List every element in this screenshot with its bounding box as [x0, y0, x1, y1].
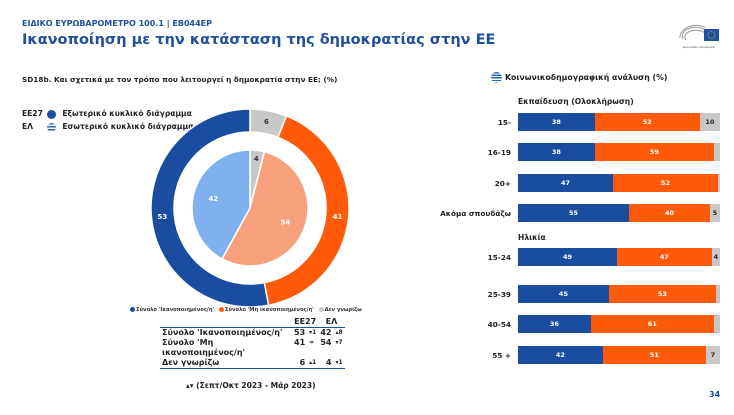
cell: 6 [299, 358, 306, 367]
summary-table: ΕΕ27 ΕΛ Σύνολο 'Ικανοποιημένος/η' 53 ▾1 42 ▴8… [160, 317, 345, 369]
slice-label: 53 [158, 213, 168, 221]
row-label: 16-19 [487, 148, 511, 157]
donut-legend: Σύνολο 'Ικανοποιημένος/η' Σύνολο 'Μη ικα… [130, 307, 362, 313]
cell: 53 [294, 328, 306, 337]
question-text: SD18b. Και σχετικά με τον τρόπο που λειτ… [22, 75, 338, 84]
slice-label: 6 [264, 118, 269, 126]
trend: ▴8 [335, 329, 343, 336]
legend-swatch [318, 307, 324, 312]
legend-eu27: ΕΕ27 Εξωτερικό κυκλικό διάγραμμα [22, 109, 192, 119]
cell: 41 [294, 338, 306, 347]
row-label: Σύνολο 'Ικανοποιημένος/η' [162, 328, 283, 337]
page-title: Ικανοποίηση με την κατάσταση της δημοκρα… [22, 32, 496, 48]
bar-segment: 49 [518, 248, 617, 266]
bar-segment: 61 [590, 315, 714, 333]
bar-segment [715, 285, 720, 303]
stacked-bar: 36 61 [518, 315, 720, 333]
stacked-bar: 42 51 7 [518, 346, 720, 364]
slice-label: 42 [208, 195, 218, 203]
bar-segment: 47 [616, 248, 712, 266]
stacked-bar: 49 47 4 [518, 248, 720, 266]
outer-slice [150, 108, 270, 308]
stacked-bar: 55 40 5 [518, 204, 720, 222]
col-header: ΕΛ [325, 317, 338, 326]
legend-label: Εσωτερικό κυκλικό διάγραμμα [62, 122, 194, 131]
legend-label: Σύνολο 'Μη ικανοποιημένος/η' [224, 307, 314, 313]
stacked-bar: 38 52 10 [518, 113, 720, 131]
row-label: 15- [497, 118, 511, 127]
trend: ▾7 [335, 339, 343, 346]
row-label: Δεν γνωρίζω [162, 358, 220, 367]
bar-segment: 36 [518, 315, 591, 333]
bar-segment: 45 [518, 285, 609, 303]
bar-segment [713, 143, 720, 161]
legend-label: Εξωτερικό κυκλικό διάγραμμα [62, 109, 192, 118]
slice-label: 41 [333, 213, 343, 221]
legend-el: ΕΛ Εσωτερικό κυκλικό διάγραμμα [22, 122, 193, 132]
legend-code: ΕΛ [22, 122, 34, 131]
greek-flag-icon [491, 72, 502, 83]
bar-segment: 53 [608, 285, 716, 303]
cell: 54 [320, 338, 332, 347]
inner-slice [221, 150, 309, 267]
cell: 42 [320, 328, 332, 337]
group-label: Εκπαίδευση (Ολοκλήρωση) [518, 97, 634, 106]
stacked-bar: 45 53 [518, 285, 720, 303]
bar-segment: 5 [709, 204, 720, 222]
table-row: Σύνολο 'Ικανοποιημένος/η' 53 ▾1 42 ▴8 [160, 328, 345, 339]
row-label: Σύνολο 'Μη ικανοποιημένος/η' [162, 338, 245, 357]
trend: ▾1 [309, 329, 317, 336]
slice-label: 4 [254, 155, 259, 163]
ep-logo: Ευρωπαϊκό Κοινοβούλιο [676, 20, 722, 50]
donut-chart: 6 41 53 4 54 42 [150, 108, 350, 308]
bar-segment: 52 [594, 113, 700, 131]
trend-note: ▴▾ (Σεπτ/Οκτ 2023 - Μάρ 2023) [186, 381, 316, 390]
breakdown-title: Κοινωνικοδημογραφική ανάλυση (%) [505, 73, 668, 82]
stacked-bar: 47 52 [518, 174, 720, 192]
bar-segment: 59 [594, 143, 714, 161]
bar-segment: 40 [629, 204, 710, 222]
bar-segment: 38 [518, 113, 595, 131]
inner-slice [191, 149, 251, 260]
row-label: Ακόμα σπουδάζω [440, 209, 511, 218]
row-label: 25-39 [487, 290, 511, 299]
legend-label: Σύνολο 'Ικανοποιημένος/η' [136, 307, 215, 313]
legend-code: ΕΕ27 [22, 109, 43, 118]
stacked-bar: 38 59 [518, 143, 720, 161]
bar-segment: 38 [518, 143, 595, 161]
bar-segment: 42 [518, 346, 603, 364]
bar-segment: 52 [612, 174, 718, 192]
bar-segment: 51 [602, 346, 706, 364]
legend-swatch [218, 307, 224, 312]
cell: 4 [325, 358, 332, 367]
parliament-logo-icon: Ευρωπαϊκό Κοινοβούλιο [679, 24, 719, 49]
logo-text: Ευρωπαϊκό Κοινοβούλιο [683, 45, 716, 49]
page-number: 34 [709, 390, 721, 399]
trend: ▴1 [309, 359, 317, 366]
table-row: Σύνολο 'Μη ικανοποιημένος/η' 41 = 54 ▾7 [160, 338, 345, 358]
row-label: 40-54 [487, 320, 511, 329]
bar-segment: 55 [518, 204, 630, 222]
bar-segment: 47 [518, 174, 613, 192]
trend: = [309, 339, 315, 346]
bar-segment: 10 [699, 113, 720, 131]
bar-segment [713, 315, 720, 333]
col-header: ΕΕ27 [294, 317, 317, 326]
legend-swatch [130, 307, 135, 312]
group-label: Ηλικία [518, 233, 546, 242]
bar-segment: 7 [705, 346, 720, 364]
slice-label: 54 [280, 218, 290, 226]
row-label: 20+ [494, 179, 511, 188]
row-label: 55 + [492, 351, 511, 360]
greek-flag-icon [46, 122, 56, 132]
eu-dot-icon [46, 109, 56, 119]
bar-segment [717, 174, 720, 192]
row-label: 15-24 [487, 253, 511, 262]
table-row: Δεν γνωρίζω 6 ▴1 4 ▾1 [160, 358, 345, 369]
trend: ▾1 [335, 359, 343, 366]
bar-segment: 4 [711, 248, 720, 266]
supertitle: ΕΙΔΙΚΟ ΕΥΡΩΒΑΡΟΜΕΤΡΟ 100.1 | EB044EP [22, 19, 212, 28]
legend-label: Δεν γνωρίζω [324, 307, 362, 313]
